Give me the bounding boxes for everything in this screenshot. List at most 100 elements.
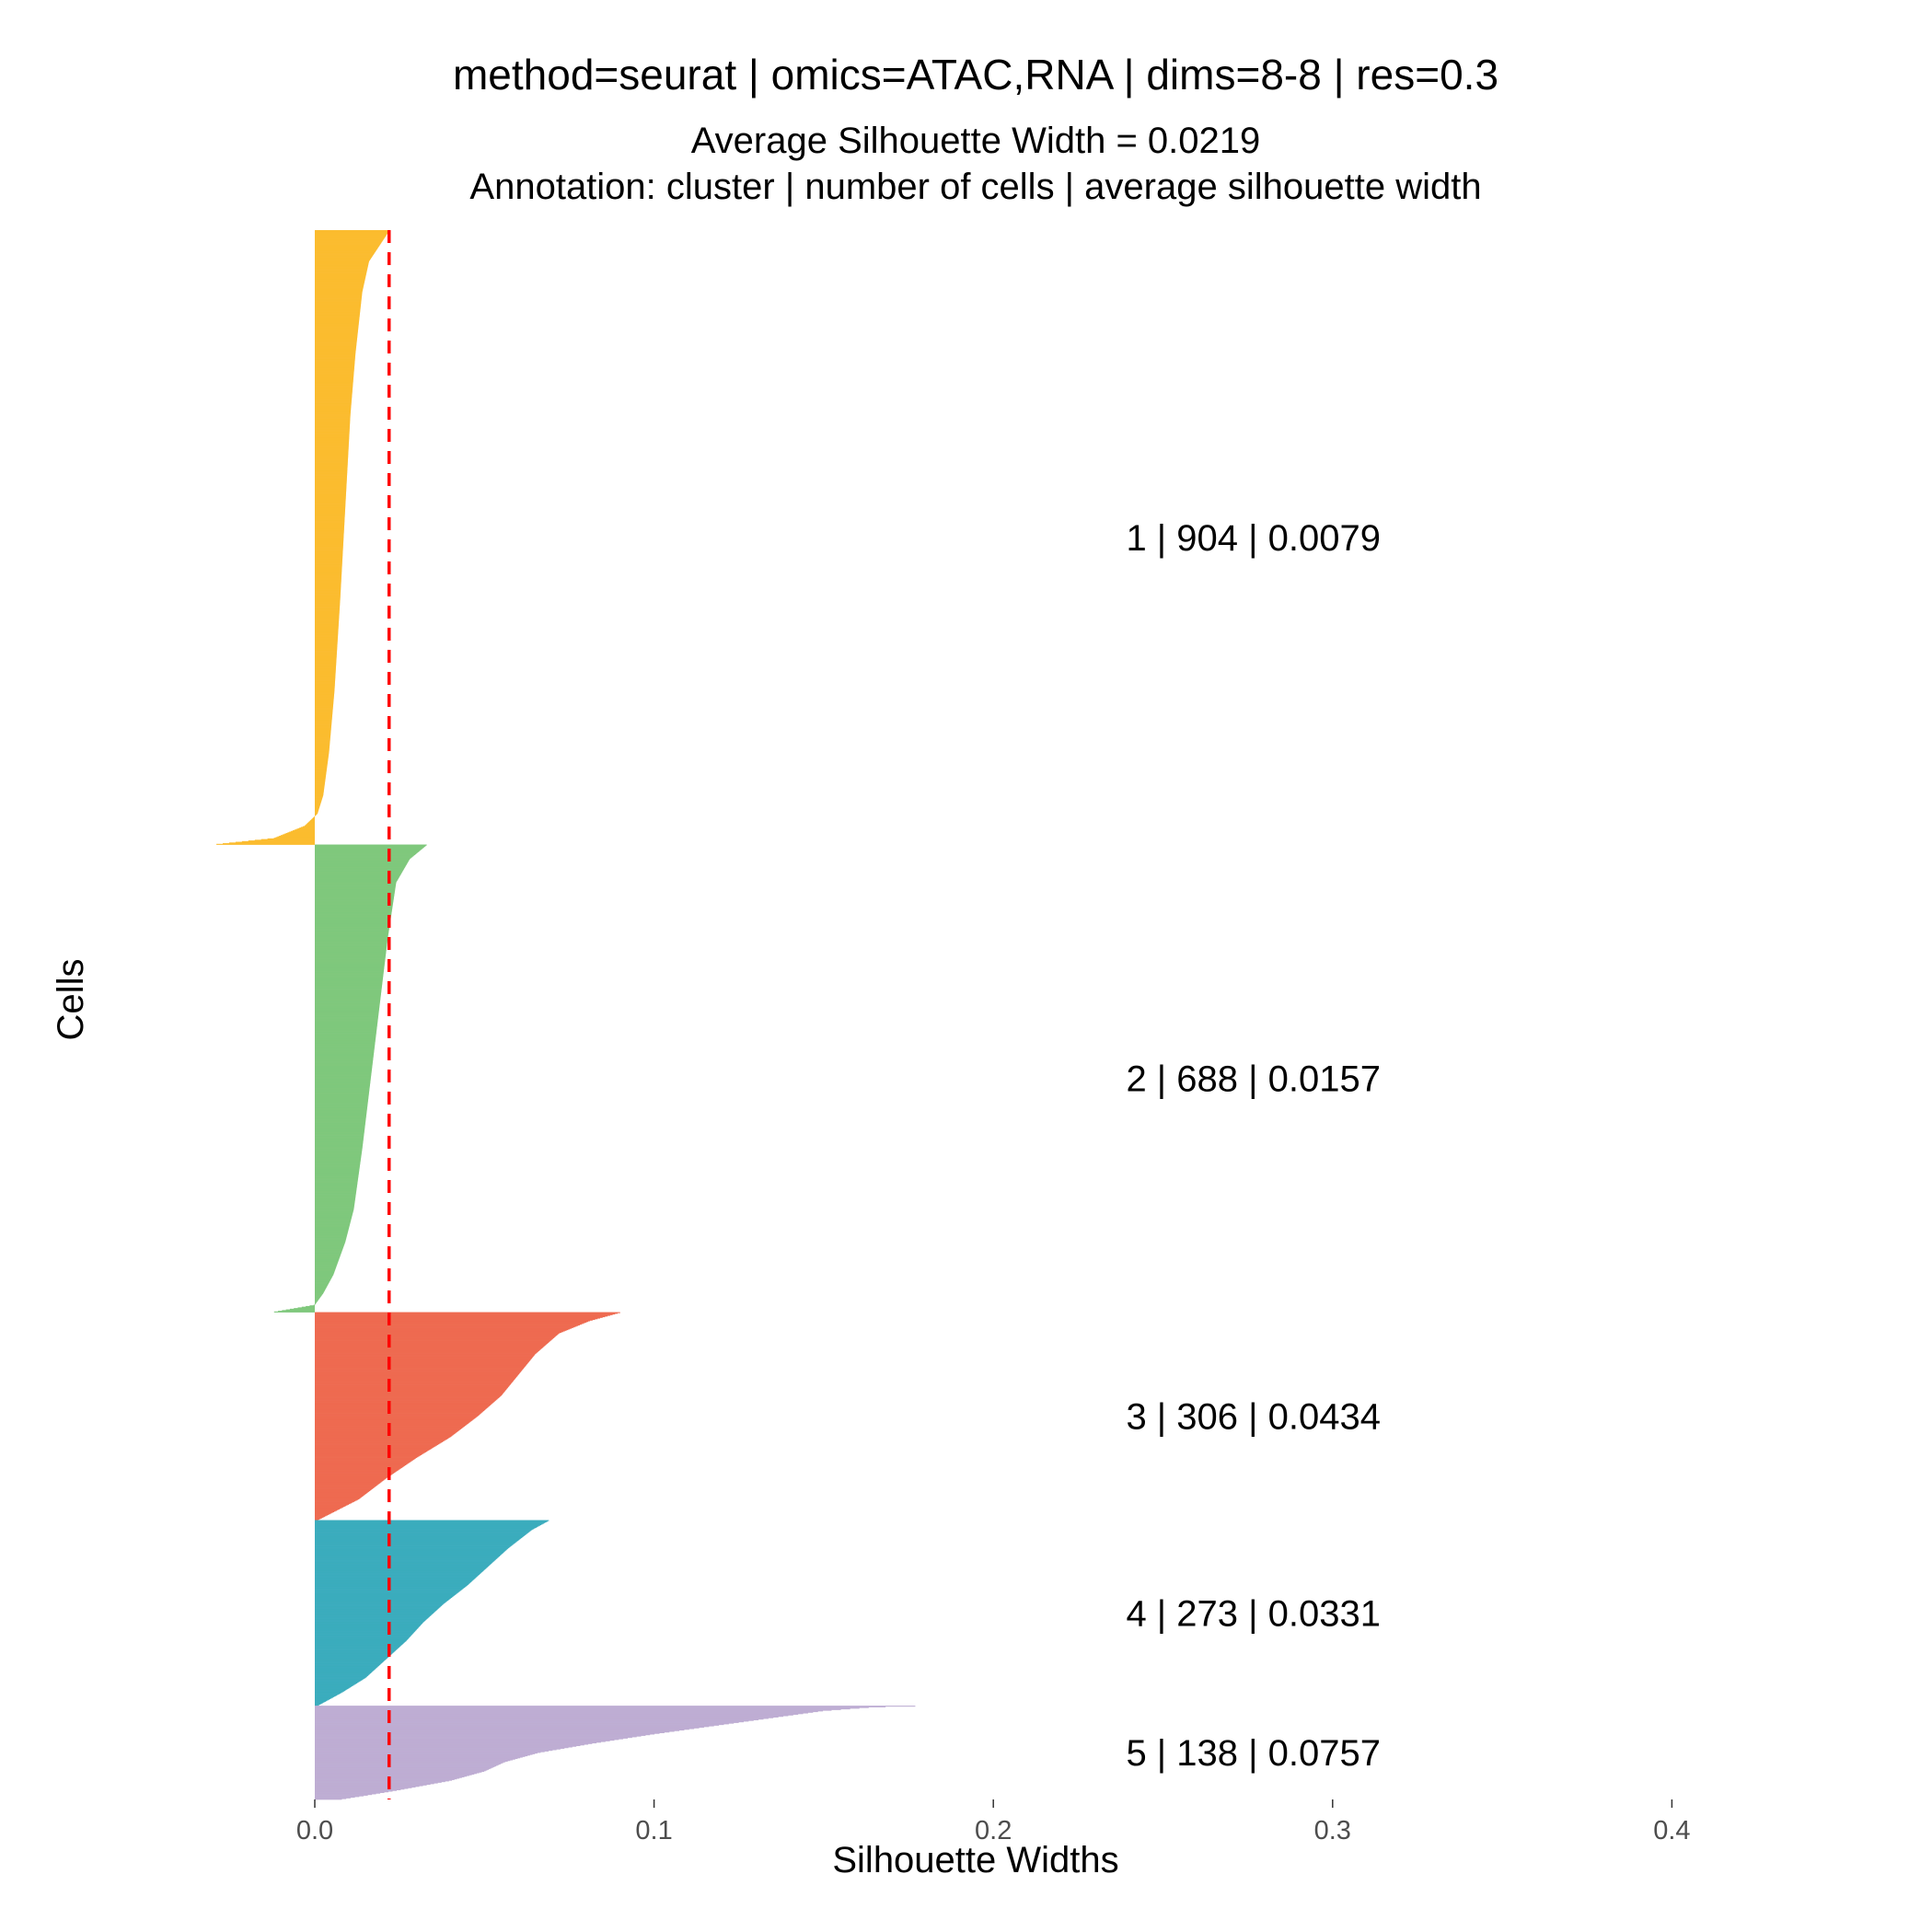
cell-bar (315, 506, 346, 508)
cell-bar (315, 688, 335, 689)
cell-bar (315, 1225, 350, 1227)
cell-bar (315, 920, 391, 922)
cell-bar (315, 1753, 536, 1754)
cell-bar (315, 1660, 385, 1661)
cell-bar (315, 662, 337, 664)
cell-bar (315, 1084, 370, 1086)
cell-bar (315, 279, 365, 281)
cell-bar (315, 386, 353, 388)
cell-bar (315, 1018, 378, 1020)
cell-bar (315, 1090, 370, 1092)
cell-bar (315, 993, 381, 996)
cell-bar (315, 1274, 333, 1277)
cell-bar (315, 1268, 336, 1270)
cell-bar (315, 349, 356, 351)
cell-bar (315, 510, 345, 512)
cell-bar (306, 824, 315, 826)
cell-bar (315, 1513, 330, 1515)
cell-bar (315, 256, 373, 258)
cell-bar (315, 1330, 565, 1332)
cell-bar (304, 825, 315, 827)
cell-bar (315, 1215, 353, 1217)
cell-bar (315, 1168, 360, 1170)
cell-bar (315, 1544, 513, 1546)
cell-bar (315, 424, 351, 426)
cell-bar (315, 1009, 379, 1012)
cell-bar (315, 1478, 386, 1480)
cell-bar (315, 611, 340, 614)
cell-bar (315, 1453, 422, 1455)
cell-bar (315, 1523, 542, 1526)
cell-bar (315, 295, 363, 297)
cell-bar (315, 1794, 368, 1796)
cell-bar (315, 1536, 523, 1539)
cell-bar (315, 866, 406, 868)
cell-bar (315, 767, 328, 769)
cell-bar (315, 1494, 365, 1496)
cell-bar (315, 544, 343, 546)
cell-bar (315, 665, 337, 666)
cell-bar (315, 549, 343, 550)
cell-bar (315, 1783, 434, 1785)
cell-bar (315, 852, 417, 854)
cell-bar (315, 617, 340, 619)
cell-bar (315, 302, 362, 304)
cell-bar (315, 1703, 322, 1705)
cell-bar (315, 474, 348, 476)
cell-bar (315, 991, 382, 993)
cell-bar (315, 544, 343, 546)
cell-bar (315, 806, 319, 808)
cell-bar (315, 253, 374, 255)
cell-bar (315, 462, 348, 464)
cell-bar (315, 309, 361, 311)
cell-bar (315, 1760, 508, 1762)
cell-bar (315, 1349, 539, 1351)
cell-bar (315, 1284, 329, 1286)
cell-bar (315, 1088, 370, 1090)
cell-bar (315, 735, 331, 736)
cell-bar (315, 486, 347, 488)
cell-bar (315, 1610, 436, 1612)
cell-bar (315, 290, 363, 292)
cell-bar (315, 1355, 535, 1357)
cell-bar (315, 703, 334, 705)
cell-bar (315, 1063, 373, 1065)
cell-bar (315, 477, 347, 479)
cell-bar (315, 1170, 360, 1172)
cell-bar (315, 511, 345, 513)
cell-bar (315, 538, 344, 540)
cell-bar (315, 364, 355, 367)
cell-bar (315, 510, 345, 513)
cell-bar (315, 453, 349, 455)
cell-bar (315, 241, 382, 243)
cell-bar (315, 497, 346, 500)
cell-bar (315, 1072, 372, 1074)
cell-bar (315, 1752, 541, 1753)
cell-bar (315, 700, 334, 702)
cell-bar (315, 1003, 380, 1005)
cell-bar (315, 908, 392, 910)
cell-bar (315, 1298, 320, 1300)
cell-bar (315, 898, 394, 900)
cell-bar (315, 565, 342, 567)
cell-bar (315, 1471, 397, 1473)
cell-bar (315, 1692, 342, 1694)
cell-bar (315, 1594, 455, 1596)
cell-bar (285, 1309, 315, 1311)
cell-bar (315, 1399, 497, 1401)
cell-bar (315, 1027, 377, 1029)
cell-bar (315, 1580, 472, 1583)
cell-bar (315, 913, 392, 915)
cell-bar (315, 492, 346, 494)
cell-bar (315, 481, 347, 484)
cell-bar (315, 895, 395, 897)
cell-bar (315, 521, 345, 523)
chart-subtitle-line-1: Average Silhouette Width = 0.0219 (691, 121, 1261, 161)
cell-bar (315, 859, 411, 861)
cell-bar (315, 266, 368, 268)
cell-bar (315, 765, 328, 767)
cell-bar (315, 925, 390, 927)
cell-bar (315, 1732, 660, 1734)
cell-bar (315, 1241, 346, 1243)
cell-bar (315, 1133, 364, 1135)
